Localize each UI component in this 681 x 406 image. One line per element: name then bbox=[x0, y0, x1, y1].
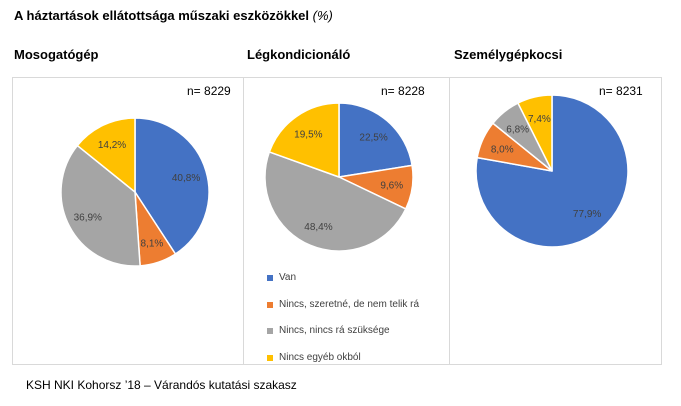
source-note: KSH NKI Kohorsz ’18 – Várandós kutatási … bbox=[26, 378, 297, 392]
legend-item-egyeb: Nincs egyéb okból bbox=[265, 352, 419, 364]
pie-slice-nincs-nincs-ra-szuksege bbox=[264, 150, 407, 252]
chart-heading-mosogatogep: Mosogatógép bbox=[14, 47, 99, 62]
pie-slice-nincs-egyeb-okbol bbox=[76, 117, 136, 194]
chart-title-unit: (%) bbox=[312, 8, 333, 23]
data-label: 9,6% bbox=[380, 181, 403, 192]
data-label: 8,0% bbox=[491, 144, 514, 155]
data-label: 40,8% bbox=[172, 173, 200, 184]
data-label: 14,2% bbox=[98, 140, 126, 151]
sample-size-szemelygepkocsi: n= 8231 bbox=[599, 84, 643, 98]
data-label: 19,5% bbox=[294, 129, 322, 140]
pie-legkondicionalo: 22,5% 9,6% 48,4% 19,5% bbox=[264, 102, 414, 252]
legend-swatch-van bbox=[267, 275, 273, 281]
sample-size-mosogatogep: n= 8229 bbox=[187, 84, 231, 98]
legend-swatch-szeretne bbox=[267, 301, 273, 308]
pie-szemelygepkocsi: 77,9% 8,0% 6,8%7,4% bbox=[475, 94, 629, 248]
legend-item-szeretne: Nincs, szeretné, de nem telik rá bbox=[265, 299, 419, 311]
data-label: 6,8% bbox=[506, 124, 529, 135]
pie-slice-van bbox=[338, 102, 413, 178]
pie-slice-nincs-nincs-ra-szuksege bbox=[60, 144, 141, 267]
legend-item-nincs-szukseg: Nincs, nincs rá szüksége bbox=[265, 325, 419, 337]
pie-slice-nincs-egyeb-okbol bbox=[268, 102, 340, 179]
legend-label: Nincs, szeretné, de nem telik rá bbox=[279, 298, 420, 310]
legend: Van Nincs, szeretné, de nem telik rá Nin… bbox=[265, 272, 419, 378]
data-label: 77,9% bbox=[573, 209, 601, 220]
data-label: 22,5% bbox=[359, 132, 387, 143]
data-label: 36,9% bbox=[74, 213, 102, 224]
legend-item-van: Van bbox=[265, 272, 419, 284]
legend-label: Van bbox=[279, 272, 297, 283]
data-label: 8,1% bbox=[141, 239, 164, 250]
legend-swatch-nincs-szukseg bbox=[267, 328, 273, 334]
pie-slice-nincs-egyeb-okbol bbox=[516, 94, 553, 172]
chart-heading-szemelygepkocsi: Személygépkocsi bbox=[454, 47, 563, 62]
legend-label: Nincs, nincs rá szüksége bbox=[279, 325, 390, 336]
chart-title-main: A háztartások ellátottsága műszaki eszkö… bbox=[14, 8, 310, 23]
pie-slice-van bbox=[475, 94, 629, 248]
chart-heading-legkondicionalo: Légkondicionáló bbox=[247, 47, 351, 62]
sample-size-legkondicionalo: n= 8228 bbox=[381, 84, 425, 98]
pie-mosogatogep: 40,8% 8,1% 36,9% 14,2% bbox=[60, 117, 210, 267]
data-label: 48,4% bbox=[304, 222, 332, 233]
legend-label: Nincs egyéb okból bbox=[279, 351, 361, 363]
legend-swatch-egyeb bbox=[267, 354, 273, 361]
chart-title: A háztartások ellátottsága műszaki eszkö… bbox=[14, 8, 333, 23]
data-label: 7,4% bbox=[528, 114, 551, 125]
